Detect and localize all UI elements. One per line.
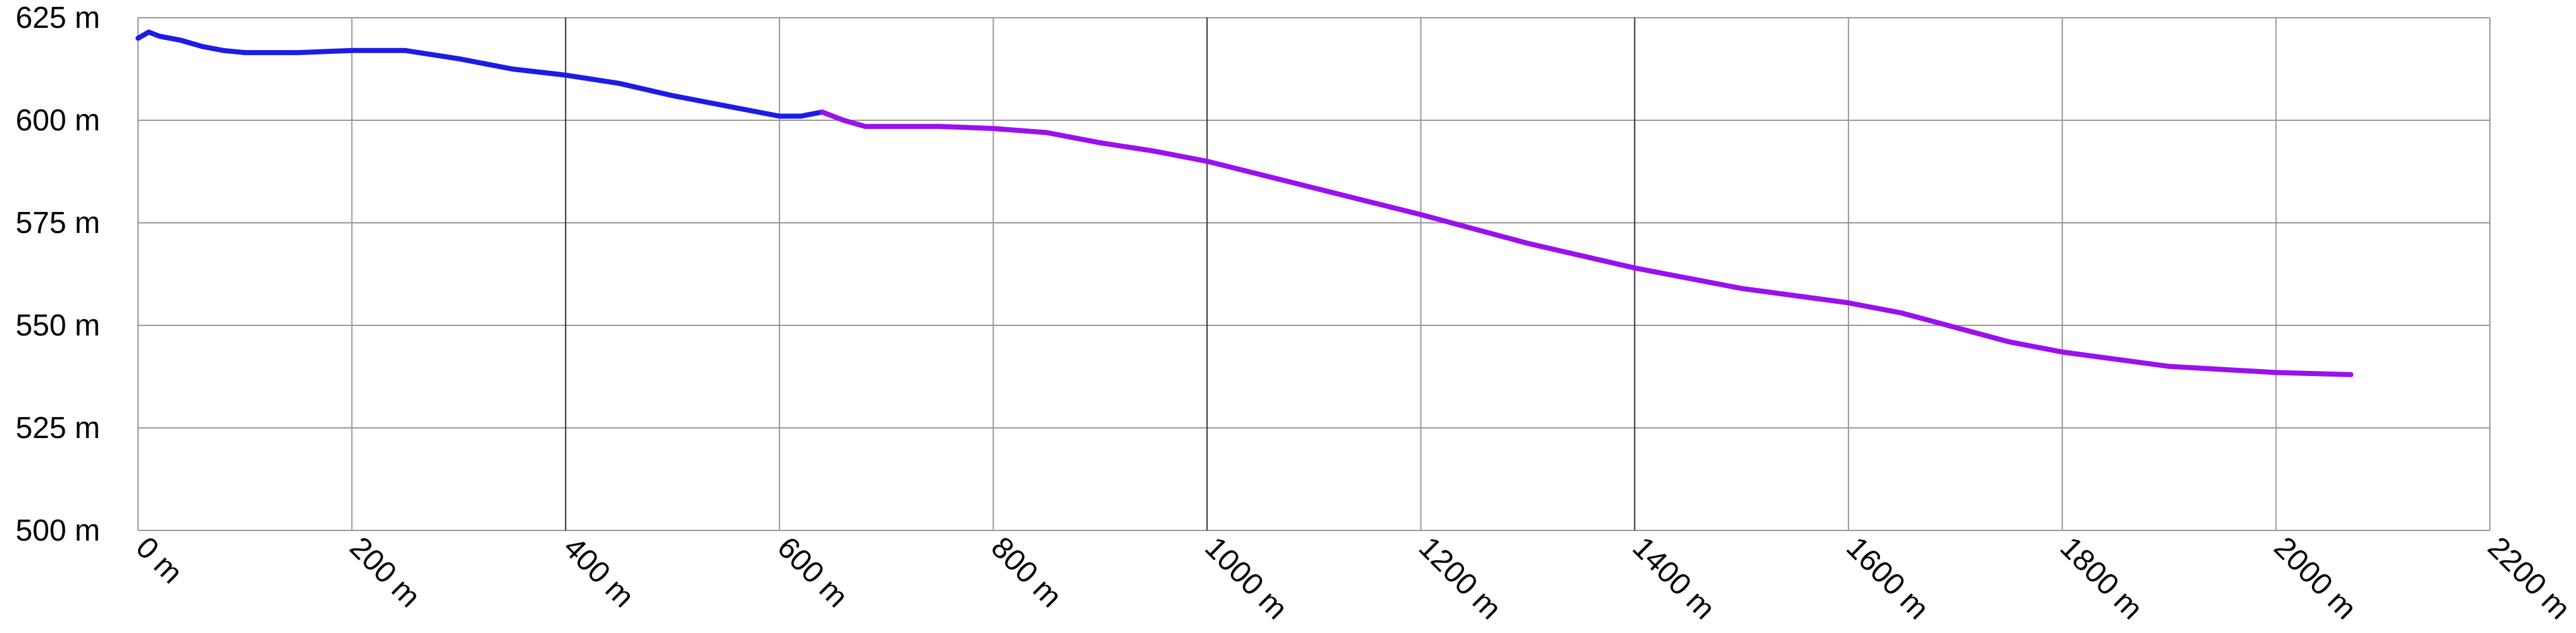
y-tick-label: 500 m bbox=[16, 514, 100, 548]
series-line-2 bbox=[819, 110, 2354, 377]
x-tick-label: 1200 m bbox=[1412, 530, 1508, 626]
y-tick-label: 600 m bbox=[16, 104, 100, 137]
y-tick-label: 575 m bbox=[16, 206, 100, 240]
series-lines bbox=[136, 29, 2354, 377]
x-tick-label: 1000 m bbox=[1198, 530, 1294, 626]
y-tick-label: 625 m bbox=[16, 1, 100, 35]
x-tick-label: 2200 m bbox=[2481, 530, 2576, 626]
x-tick-label: 1400 m bbox=[1626, 530, 1722, 626]
y-axis-tick-labels: 500 m 525 m 550 m 575 m 600 m 625 m bbox=[16, 1, 100, 548]
x-tick-label: 1600 m bbox=[1840, 530, 1935, 626]
x-tick-label: 600 m bbox=[771, 530, 854, 614]
y-tick-label: 550 m bbox=[16, 309, 100, 342]
x-tick-label: 2000 m bbox=[2268, 530, 2363, 626]
x-tick-label: 0 m bbox=[129, 530, 189, 590]
x-tick-label: 800 m bbox=[985, 530, 1068, 614]
x-tick-label: 200 m bbox=[343, 530, 427, 614]
x-axis-tick-labels: 0 m 200 m 400 m 600 m 800 m 1000 m 1200 m 1400 … bbox=[129, 530, 2576, 626]
x-tick-label: 1800 m bbox=[2054, 530, 2149, 626]
grid bbox=[137, 17, 2491, 531]
y-tick-label: 525 m bbox=[16, 411, 100, 445]
series-line-1 bbox=[136, 29, 825, 119]
x-tick-label: 400 m bbox=[557, 530, 640, 614]
